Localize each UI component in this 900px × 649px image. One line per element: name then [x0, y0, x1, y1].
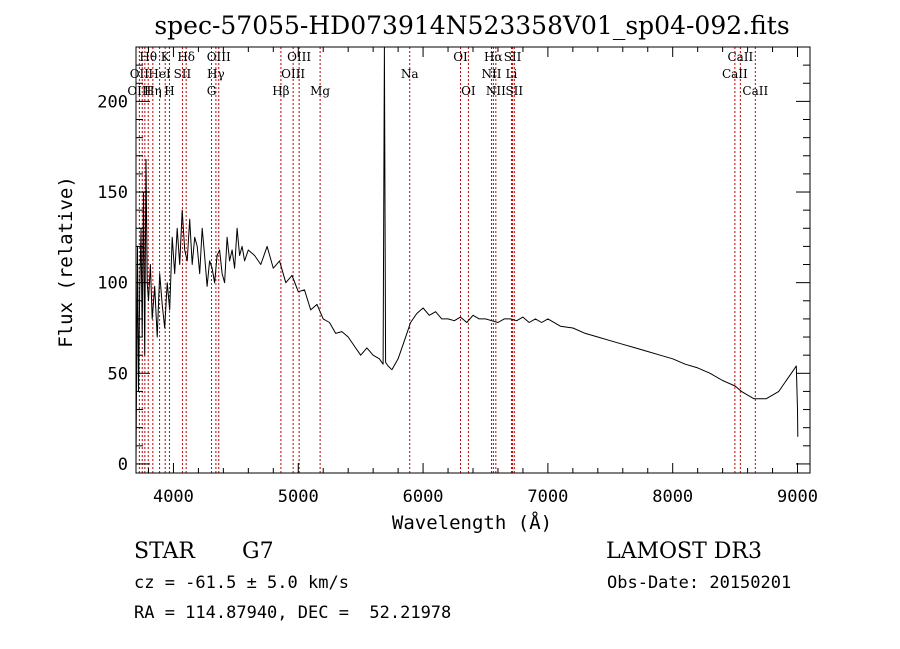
y-tick-label: 150	[97, 183, 128, 203]
line-label: H	[164, 84, 174, 98]
line-label: Na	[401, 67, 419, 81]
chart-title: spec-57055-HD073914N523358V01_sp04-092.f…	[154, 11, 789, 40]
line-label: NII	[481, 67, 501, 81]
line-label: SII	[174, 67, 192, 81]
x-tick-label: 7000	[527, 487, 568, 507]
redshift-value: cz = -61.5 ± 5.0 km/s	[134, 573, 349, 593]
axis-tick-labels: 4000 5000 6000 7000 8000 9000 0 50 100 150 200	[97, 92, 818, 507]
line-label: Hη	[144, 84, 162, 98]
y-tick-label: 100	[97, 274, 128, 294]
line-label: CaII	[742, 84, 768, 98]
emission-line-markers	[138, 47, 756, 473]
line-label: SII	[505, 84, 523, 98]
line-label: Hγ	[207, 67, 225, 81]
line-label: K	[161, 50, 171, 64]
x-tick-label: 9000	[777, 487, 818, 507]
survey-name: LAMOST DR3	[606, 539, 762, 564]
line-label: Mg	[310, 84, 330, 98]
line-label: G	[207, 84, 217, 98]
line-label: Li	[506, 67, 518, 81]
coordinates: RA = 114.87940, DEC = 52.21978	[134, 603, 452, 623]
line-label: OIII	[281, 67, 305, 81]
line-label: Hα	[484, 50, 503, 64]
line-label: NII	[486, 84, 506, 98]
line-label: OIII	[127, 84, 151, 98]
line-label: OI	[461, 84, 476, 98]
x-axis-label: Wavelength (Å)	[392, 511, 552, 534]
subclass: G7	[242, 539, 274, 564]
y-tick-label: 50	[108, 364, 128, 384]
y-tick-label: 200	[97, 92, 128, 112]
line-label: OIII	[287, 50, 311, 64]
line-label: Hβ	[272, 84, 289, 98]
line-label: HeI	[148, 67, 171, 81]
y-tick-label: 0	[118, 455, 128, 475]
object-class: STAR	[134, 539, 195, 564]
x-tick-label: 5000	[278, 487, 319, 507]
line-label: OIII	[207, 50, 231, 64]
spectrum-line	[135, 46, 799, 464]
line-label: Hθ	[139, 50, 157, 64]
x-tick-label: 4000	[153, 487, 194, 507]
x-tick-label: 6000	[403, 487, 444, 507]
axis-ticks	[136, 46, 810, 473]
observation-date: Obs-Date: 20150201	[607, 573, 792, 593]
plot-frame	[135, 46, 811, 474]
y-axis-label: Flux (relative)	[55, 176, 77, 348]
x-tick-label: 8000	[652, 487, 693, 507]
line-label: CaII	[722, 67, 748, 81]
line-label: OII	[130, 67, 150, 81]
line-label: OI	[453, 50, 468, 64]
line-label: SII	[504, 50, 522, 64]
line-label: Hδ	[177, 50, 195, 64]
line-label: CaII	[727, 50, 753, 64]
